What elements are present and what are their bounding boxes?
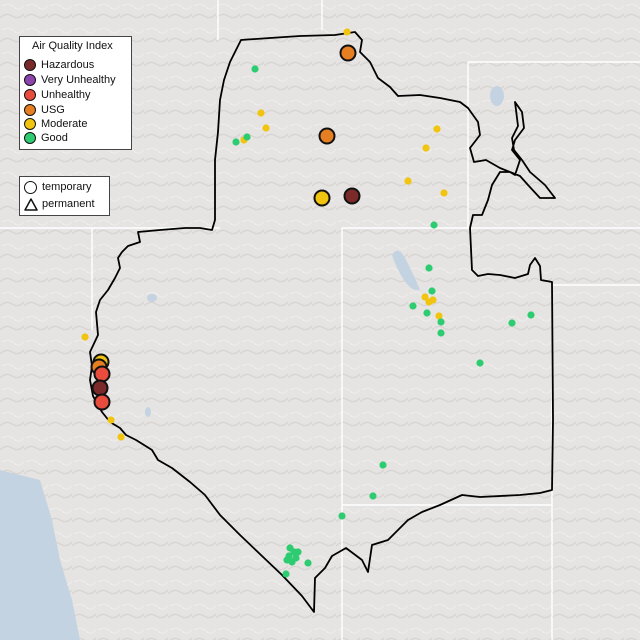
- site-marker-good[interactable]: [527, 311, 535, 319]
- ocean: [0, 470, 80, 640]
- legend-label-good: Good: [41, 132, 68, 144]
- monitor-sites: [81, 28, 535, 578]
- legend-item-moderate: Moderate: [24, 117, 87, 131]
- aqi-legend: Air Quality Index Hazardous Very Unhealt…: [19, 36, 132, 150]
- site-marker-moderate[interactable]: [117, 433, 125, 441]
- legend-label-very-unhealthy: Very Unhealthy: [41, 74, 116, 86]
- legend-item-hazardous: Hazardous: [24, 58, 94, 72]
- site-marker-moderate[interactable]: [433, 125, 441, 133]
- triangle-icon: [24, 197, 38, 211]
- temporary-monitor-hazardous[interactable]: [91, 379, 109, 397]
- site-marker-good[interactable]: [232, 138, 240, 146]
- legend-swatch-usg: [24, 104, 36, 116]
- legend-item-temporary: temporary: [24, 180, 92, 194]
- site-marker-good[interactable]: [508, 319, 516, 327]
- legend-label-moderate: Moderate: [41, 118, 88, 130]
- legend-swatch-good: [24, 132, 36, 144]
- site-marker-good[interactable]: [304, 559, 312, 567]
- site-marker-moderate[interactable]: [421, 293, 429, 301]
- site-marker-moderate[interactable]: [107, 416, 115, 424]
- site-marker-moderate[interactable]: [435, 312, 443, 320]
- legend-title: Air Quality Index: [32, 40, 113, 52]
- site-marker-moderate[interactable]: [404, 177, 412, 185]
- site-marker-moderate[interactable]: [422, 144, 430, 152]
- site-marker-good[interactable]: [369, 492, 377, 500]
- circle-icon: [24, 180, 37, 194]
- legend-swatch-very-unhealthy: [24, 74, 36, 86]
- site-marker-good[interactable]: [437, 329, 445, 337]
- site-marker-good[interactable]: [425, 264, 433, 272]
- site-marker-moderate[interactable]: [440, 189, 448, 197]
- site-marker-good[interactable]: [428, 287, 436, 295]
- site-marker-good[interactable]: [423, 309, 431, 317]
- temporary-monitor-usg[interactable]: [318, 127, 336, 145]
- temporary-monitor-usg[interactable]: [339, 44, 357, 62]
- legend-label-permanent: permanent: [42, 198, 95, 210]
- legend-item-permanent: permanent: [24, 197, 95, 211]
- site-marker-moderate[interactable]: [257, 109, 265, 117]
- temporary-monitor-hazardous[interactable]: [343, 187, 361, 205]
- legend-swatch-unhealthy: [24, 89, 36, 101]
- temporary-monitor-unhealthy[interactable]: [93, 393, 111, 411]
- site-marker-good[interactable]: [251, 65, 259, 73]
- site-marker-moderate[interactable]: [343, 28, 351, 36]
- legend-item-unhealthy: Unhealthy: [24, 88, 91, 102]
- site-marker-good[interactable]: [409, 302, 417, 310]
- legend-item-very-unhealthy: Very Unhealthy: [24, 73, 116, 87]
- site-marker-good[interactable]: [283, 556, 291, 564]
- site-marker-good[interactable]: [437, 318, 445, 326]
- legend-label-hazardous: Hazardous: [41, 59, 95, 71]
- legend-swatch-hazardous: [24, 59, 36, 71]
- legend-label-unhealthy: Unhealthy: [41, 89, 91, 101]
- temporary-monitor-moderate[interactable]: [313, 189, 331, 207]
- site-marker-good[interactable]: [379, 461, 387, 469]
- legend-swatch-moderate: [24, 118, 36, 130]
- site-marker-good[interactable]: [338, 512, 346, 520]
- temporary-monitor-unhealthy[interactable]: [93, 365, 111, 383]
- region-outline: [89, 31, 556, 613]
- site-marker-good[interactable]: [282, 570, 290, 578]
- site-marker-good[interactable]: [476, 359, 484, 367]
- site-marker-moderate[interactable]: [262, 124, 270, 132]
- legend-item-good: Good: [24, 131, 68, 145]
- site-marker-good[interactable]: [294, 548, 302, 556]
- legend-item-usg: USG: [24, 103, 65, 117]
- site-marker-moderate[interactable]: [81, 333, 89, 341]
- water-bodies: [145, 86, 504, 417]
- site-marker-moderate[interactable]: [429, 296, 437, 304]
- site-marker-good[interactable]: [243, 133, 251, 141]
- legend-label-temporary: temporary: [42, 181, 92, 193]
- monitor-type-legend: temporary permanent: [19, 176, 110, 216]
- site-marker-good[interactable]: [430, 221, 438, 229]
- legend-label-usg: USG: [41, 104, 65, 116]
